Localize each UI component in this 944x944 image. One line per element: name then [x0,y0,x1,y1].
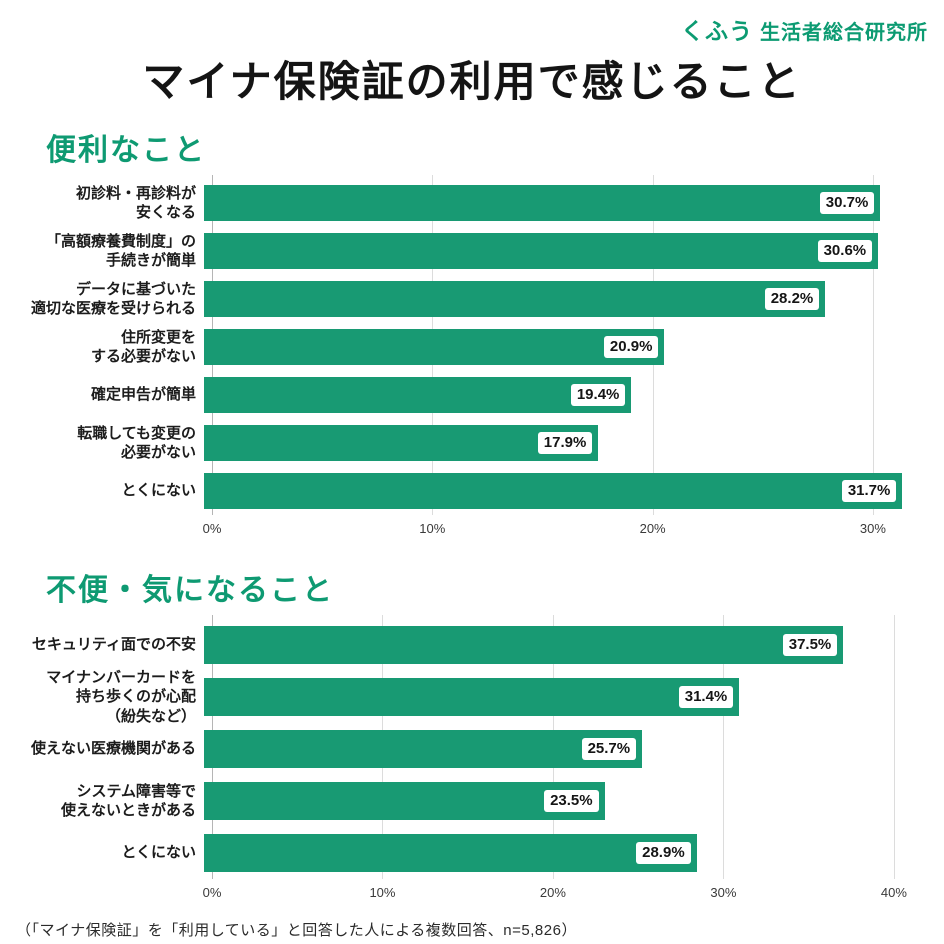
category-label: とくにない [121,482,196,500]
category-label: とくにない [121,844,196,862]
category-label: セキュリティ面での不安 [31,636,196,654]
value-label: 25.7% [581,738,637,760]
bar: 28.2% [204,281,826,317]
value-label: 17.9% [537,432,593,454]
bar: 23.5% [204,782,605,820]
x-axis-tick-label: 30% [859,521,886,536]
x-axis-tick-label: 20% [539,885,566,900]
brand-logo: くふう 生活者総合研究所 [16,12,928,44]
value-label: 30.7% [819,192,875,214]
bar-track: 37.5% [204,626,920,664]
chart-benefits-x-axis: 0% 10% 20% 30% [203,515,928,541]
chart-benefits: 初診料・再診料が 安くなる 30.7% 「高額療養費制度」の 手続きが簡単 30.6%… [16,175,928,541]
gridline [872,175,874,515]
chart-row: セキュリティ面での不安 37.5% [16,619,928,671]
category-label: 「高額療養費制度」の 手続きが簡単 [45,232,196,269]
bar: 31.7% [204,473,903,509]
value-label: 20.9% [603,336,659,358]
chart-row: 使えない医療機関がある 25.7% [16,723,928,775]
brand-logo-kufu: くふう [681,18,753,44]
chart-row: 住所変更を する必要がない 20.9% [16,323,928,371]
value-label: 30.6% [817,240,873,262]
chart-concerns: セキュリティ面での不安 37.5% マイナンバーカードを 持ち歩くのが心配 （紛失な… [16,615,928,905]
bar: 25.7% [204,730,643,768]
gridline [893,615,895,879]
bar: 19.4% [204,377,632,413]
bar-track: 31.4% [204,678,920,716]
x-axis-tick-label: 0% [202,885,222,900]
category-label: 転職しても変更の 必要がない [77,424,196,461]
section-title-benefits: 便利なこと [46,134,206,167]
bar-track: 19.4% [204,377,920,413]
chart-row: 転職しても変更の 必要がない 17.9% [16,419,928,467]
bar: 31.4% [204,678,740,716]
chart-row: 初診料・再診料が 安くなる 30.7% [16,179,928,227]
chart-row: 確定申告が簡単 19.4% [16,371,928,419]
category-label: データに基づいた 適切な医療を受けられる [30,280,196,317]
chart-row: システム障害等で 使えないときがある 23.5% [16,775,928,827]
bar: 37.5% [204,626,844,664]
chart-concerns-x-axis: 0% 10% 20% 30% 40% [203,879,928,905]
value-label: 28.9% [636,842,691,864]
bar-track: 17.9% [204,425,920,461]
x-axis-tick-label: 0% [202,521,222,536]
chart-row: マイナンバーカードを 持ち歩くのが心配 （紛失など） 31.4% [16,669,928,725]
chart-concerns-rows: セキュリティ面での不安 37.5% マイナンバーカードを 持ち歩くのが心配 （紛失な… [16,615,928,879]
page-title: マイナ保険証の利用で感じること [142,58,802,105]
category-label: 住所変更を する必要がない [90,328,196,365]
bar-track: 30.6% [204,233,920,269]
chart-row: とくにない 31.7% [16,467,928,515]
category-label: 初診料・再診料が 安くなる [75,184,196,221]
x-axis-tick-label: 10% [369,885,396,900]
chart-row: 「高額療養費制度」の 手続きが簡単 30.6% [16,227,928,275]
value-label: 31.7% [841,480,897,502]
brand-logo-institute-name: 生活者総合研究所 [760,22,928,44]
section-title-concerns: 不便・気になること [46,574,334,607]
bar: 30.6% [204,233,879,269]
category-label: 使えない医療機関がある [30,740,196,758]
gridline [723,615,725,879]
category-label: 確定申告が簡単 [90,386,196,404]
bar-track: 31.7% [204,473,920,509]
chart-row: データに基づいた 適切な医療を受けられる 28.2% [16,275,928,323]
chart-benefits-rows: 初診料・再診料が 安くなる 30.7% 「高額療養費制度」の 手続きが簡単 30.6%… [16,175,928,515]
x-axis-tick-label: 10% [419,521,446,536]
value-label: 28.2% [764,288,820,310]
value-label: 19.4% [570,384,626,406]
chart-row: とくにない 28.9% [16,827,928,879]
value-label: 31.4% [678,686,734,708]
category-label: システム障害等で 使えないときがある [60,782,196,819]
bar-track: 30.7% [204,185,920,221]
x-axis-tick-label: 30% [710,885,737,900]
bar-track: 23.5% [204,782,920,820]
survey-footnote: （「マイナ保険証」を「利用している」と回答した人による複数回答、n=5,826） [16,922,577,939]
bar-track: 28.2% [204,281,920,317]
bar-track: 20.9% [204,329,920,365]
value-label: 37.5% [782,634,838,656]
bar-track: 28.9% [204,834,920,872]
value-label: 23.5% [544,790,599,812]
x-axis-tick-label: 40% [880,885,907,900]
x-axis-tick-label: 20% [639,521,666,536]
bar: 30.7% [204,185,881,221]
bar: 17.9% [204,425,599,461]
bar: 28.9% [204,834,697,872]
bar: 20.9% [204,329,665,365]
bar-track: 25.7% [204,730,920,768]
category-label: マイナンバーカードを 持ち歩くのが心配 （紛失など） [46,669,196,725]
